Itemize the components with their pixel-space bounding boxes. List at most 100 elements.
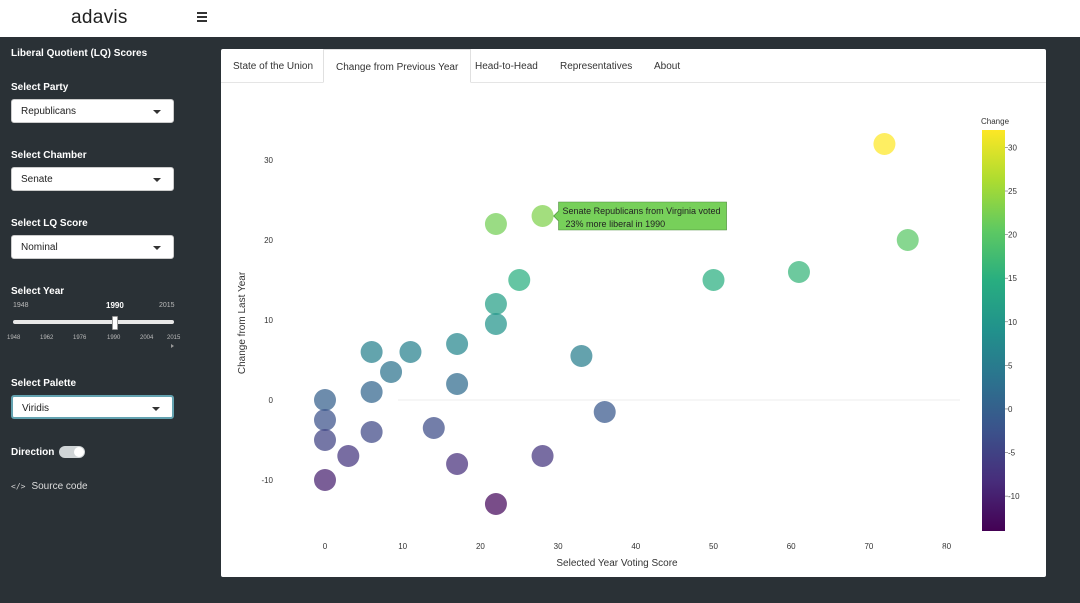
data-point[interactable]: [531, 205, 554, 227]
party-label: Select Party: [11, 82, 69, 93]
source-code-label: Source code: [31, 481, 88, 492]
year-slider-handle[interactable]: [111, 316, 118, 330]
data-point[interactable]: [702, 269, 725, 291]
y-tick-label: -10: [261, 476, 273, 485]
colorbar-gradient: [982, 130, 1005, 531]
palette-select-value: Viridis: [22, 403, 50, 414]
lq-select-value: Nominal: [21, 242, 58, 253]
chamber-select[interactable]: Senate: [11, 167, 174, 191]
data-point[interactable]: [873, 133, 896, 155]
data-point[interactable]: [484, 493, 507, 515]
data-point[interactable]: [593, 401, 616, 423]
data-point[interactable]: [446, 453, 469, 475]
year-slider: 1948 1990 2015 1948 1962 1976 1990 2004 …: [7, 301, 180, 357]
colorbar-tick-label: 0: [1008, 405, 1013, 414]
x-tick-label: 10: [398, 542, 407, 551]
year-slider-track[interactable]: [13, 320, 174, 324]
wechat-icon: [845, 541, 875, 566]
lq-label: Select LQ Score: [11, 218, 88, 229]
direction-label: Direction: [11, 447, 55, 458]
data-point[interactable]: [360, 381, 383, 403]
data-point[interactable]: [422, 417, 445, 439]
x-tick-label: 50: [709, 542, 718, 551]
data-point[interactable]: [508, 269, 531, 291]
y-tick-label: 10: [264, 316, 273, 325]
direction-toggle[interactable]: [59, 446, 85, 458]
year-slider-tick: 1962: [40, 335, 54, 341]
point-tooltip: Senate Republicans from Virginia voted 23…: [553, 201, 727, 231]
lq-select[interactable]: Nominal: [11, 235, 174, 259]
year-slider-current: 1990: [106, 301, 124, 310]
data-point[interactable]: [314, 469, 336, 491]
tab-head-to-head[interactable]: Head-to-Head: [475, 61, 538, 72]
data-point[interactable]: [360, 421, 383, 443]
tooltip-text: Senate Republicans from Virginia voted: [563, 206, 721, 216]
menu-toggle-icon[interactable]: [197, 11, 209, 25]
sidebar: Liberal Quotient (LQ) Scores Select Part…: [0, 37, 200, 603]
data-point[interactable]: [787, 261, 810, 283]
year-slider-max: 2015: [159, 302, 175, 309]
palette-select[interactable]: Viridis: [11, 395, 174, 419]
data-point[interactable]: [380, 361, 403, 383]
data-point[interactable]: [896, 229, 919, 251]
colorbar-tick-label: -5: [1008, 449, 1016, 458]
party-select-value: Republicans: [21, 106, 77, 117]
data-point[interactable]: [399, 341, 422, 363]
data-point[interactable]: [484, 313, 507, 335]
data-point[interactable]: [531, 445, 554, 467]
palette-label: Select Palette: [11, 378, 77, 389]
watermark-text: 拓端数据部落: [883, 544, 1015, 569]
chamber-select-value: Senate: [21, 174, 53, 185]
year-label: Select Year: [11, 286, 65, 297]
year-slider-tick: 1990: [107, 335, 121, 341]
colorbar-title: Change: [981, 117, 1010, 126]
watermark: 拓端数据部落: [845, 541, 1015, 569]
data-point[interactable]: [314, 389, 336, 411]
year-slider-tick: 2015: [167, 335, 181, 341]
data-point[interactable]: [484, 213, 507, 235]
x-tick-label: 80: [942, 542, 951, 551]
year-slider-tick: 1948: [7, 335, 21, 341]
x-tick-label: 70: [864, 542, 873, 551]
data-point[interactable]: [570, 345, 593, 367]
tab-bar: State of the Union Change from Previous …: [221, 49, 1046, 83]
colorbar-tick-label: 5: [1008, 361, 1013, 370]
chevron-down-icon: [152, 407, 160, 411]
colorbar-tick-label: 10: [1008, 318, 1017, 327]
x-axis-title: Selected Year Voting Score: [556, 558, 678, 569]
x-tick-label: 60: [787, 542, 796, 551]
play-animation-icon[interactable]: [171, 344, 174, 348]
direction-toggle-knob: [74, 447, 84, 457]
tab-representatives[interactable]: Representatives: [560, 61, 633, 72]
y-axis-title: Change from Last Year: [237, 271, 248, 374]
data-point[interactable]: [360, 341, 383, 363]
tab-change-from-previous-year[interactable]: Change from Previous Year: [323, 49, 472, 83]
year-slider-min: 1948: [13, 302, 29, 309]
tooltip-box: [553, 201, 727, 231]
data-point[interactable]: [314, 409, 336, 431]
x-tick-label: 40: [631, 542, 640, 551]
data-point[interactable]: [484, 293, 507, 315]
data-point[interactable]: [446, 373, 469, 395]
data-point[interactable]: [446, 333, 469, 355]
chamber-label: Select Chamber: [11, 150, 87, 161]
data-point[interactable]: [314, 429, 336, 451]
colorbar-tick-label: 20: [1008, 231, 1017, 240]
tab-state-of-the-union[interactable]: State of the Union: [233, 61, 314, 72]
chevron-down-icon: [153, 246, 161, 250]
chevron-down-icon: [153, 178, 161, 182]
sidebar-title: Liberal Quotient (LQ) Scores: [11, 48, 148, 59]
colorbar-tick-label: 15: [1008, 274, 1017, 283]
code-icon: </>: [11, 482, 26, 491]
year-slider-tick: 2004: [140, 335, 154, 341]
year-slider-tick: 1976: [73, 335, 87, 341]
source-code-link[interactable]: </> Source code: [11, 481, 88, 492]
y-tick-label: 30: [264, 156, 273, 165]
tooltip-text: 23% more liberal in 1990: [566, 219, 666, 229]
chevron-down-icon: [153, 110, 161, 114]
party-select[interactable]: Republicans: [11, 99, 174, 123]
data-point[interactable]: [337, 445, 360, 467]
x-tick-label: 0: [323, 542, 328, 551]
tab-about[interactable]: About: [654, 61, 681, 72]
